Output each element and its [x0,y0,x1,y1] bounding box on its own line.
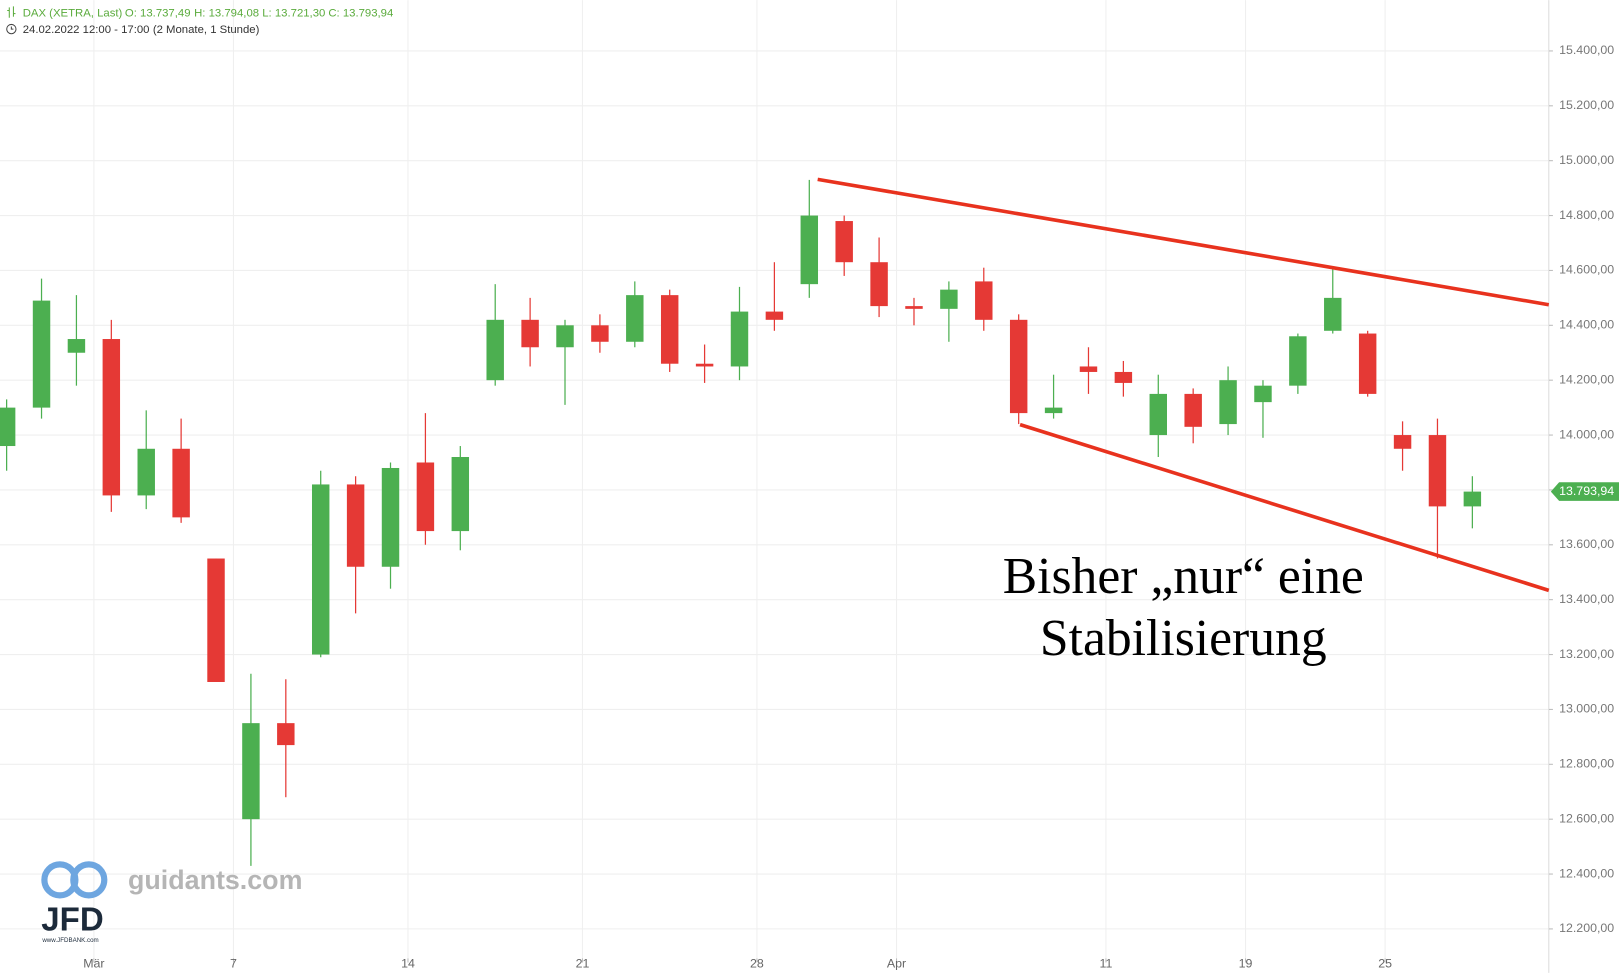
low-value: L: 13.721,30 [262,8,325,20]
clock-hands [10,26,14,30]
y-tick-label: 14.000,00 [1559,427,1614,441]
candle-body [277,723,295,746]
candle-body [1044,407,1063,414]
x-tick-label: 7 [230,957,237,971]
x-tick-label: Mär [83,957,104,971]
x-tick-label: 11 [1099,957,1112,971]
candles [0,179,1482,866]
high-value: H: 13.794,08 [194,8,259,20]
candle-body [0,407,16,447]
candle-body [730,311,749,367]
candle-body [765,311,784,320]
symbol-icon [7,6,16,18]
x-tick-label: Apr [887,957,906,971]
y-tick-label: 12.800,00 [1559,757,1614,771]
clock-icon [6,23,17,35]
candle-body [626,295,644,342]
candle-body [172,448,190,518]
trendlines [817,177,1550,593]
y-tick-label: 15.400,00 [1559,43,1614,57]
logo-ring [70,861,108,899]
candle-body [591,325,609,342]
candle-body [67,339,86,353]
axes: 12.200,00 12.400,00 12.600,00 12.800,00 13.0… [83,43,1619,971]
candle-body [1219,380,1237,425]
symbol: DAX (XETRA, Last) [23,8,123,20]
y-tick-label: 14.200,00 [1559,372,1614,386]
candle-body [381,467,400,567]
y-tick-label: 15.200,00 [1559,98,1614,112]
candle-body [800,215,819,285]
annotation-line: Bisher „nur“ eine [1003,548,1364,605]
y-tick-label: 12.600,00 [1559,811,1614,825]
candle-body [1254,385,1272,403]
y-tick-label: 13.200,00 [1559,647,1614,661]
candle-body [1463,491,1482,507]
candle-body [870,262,888,307]
candle-body [521,319,539,348]
candle-body [660,295,679,364]
last-price-label: 13.793,94 [1559,484,1614,498]
candle-body [1114,371,1133,383]
last-price-marker [1550,482,1619,501]
candle-body [451,457,470,532]
y-tick-label: 15.000,00 [1559,153,1614,167]
y-tick-label: 14.400,00 [1559,318,1614,332]
period: 24.02.2022 12:00 - 17:00 [23,24,150,36]
range: (2 Monate, 1 Stunde) [153,24,260,36]
candle-body [1393,435,1412,449]
logo: JFD www.JFDBANK.com guidants.com [41,861,302,944]
logo-brand: JFD [41,901,103,938]
candle-body [486,319,504,381]
header: DAX (XETRA, Last) O: 13.737,49 H: 13.794… [6,6,393,36]
candle-body [940,289,958,309]
y-tick-label: 13.400,00 [1559,592,1614,606]
candle-body [1009,319,1028,414]
y-tick-label: 14.600,00 [1559,263,1614,277]
open-value: O: 13.737,49 [125,8,191,20]
candle-body [242,723,260,820]
trendline [817,177,1550,307]
candle-body [1184,393,1202,427]
y-tick-label: 12.400,00 [1559,866,1614,880]
candle-body [137,448,155,496]
trendline [1019,422,1550,593]
candle-body [1289,336,1307,386]
annotation-line: Stabilisierung [1040,610,1327,667]
x-tick-label: 19 [1239,957,1253,971]
logo-url: www.JFDBANK.com [41,937,98,944]
candle-body [207,558,225,682]
x-tick-label: 28 [750,957,764,971]
candle-body [1149,393,1168,436]
y-tick-label: 14.800,00 [1559,208,1614,222]
x-tick-label: 21 [576,957,590,971]
candle-body [32,300,51,408]
candle-body [556,325,574,348]
close-value: C: 13.793,94 [328,8,393,20]
candle-body [975,281,993,320]
candle-body [1079,366,1098,372]
candle-body [416,462,435,532]
y-tick-label: 13.600,00 [1559,537,1614,551]
candle-body [1428,435,1447,507]
candle-body [102,339,121,496]
candle-body [905,306,923,309]
x-tick-label: 14 [401,957,415,971]
y-tick-label: 13.000,00 [1559,702,1614,716]
y-tick-label: 12.200,00 [1559,921,1614,935]
candle-body [346,484,365,567]
logo-site: guidants.com [128,865,302,895]
candle-body [311,484,330,655]
x-tick-label: 25 [1378,957,1392,971]
candle-body [835,221,853,263]
candle-body [695,363,714,367]
candle-body [1358,333,1377,394]
candle-body [1324,297,1342,331]
